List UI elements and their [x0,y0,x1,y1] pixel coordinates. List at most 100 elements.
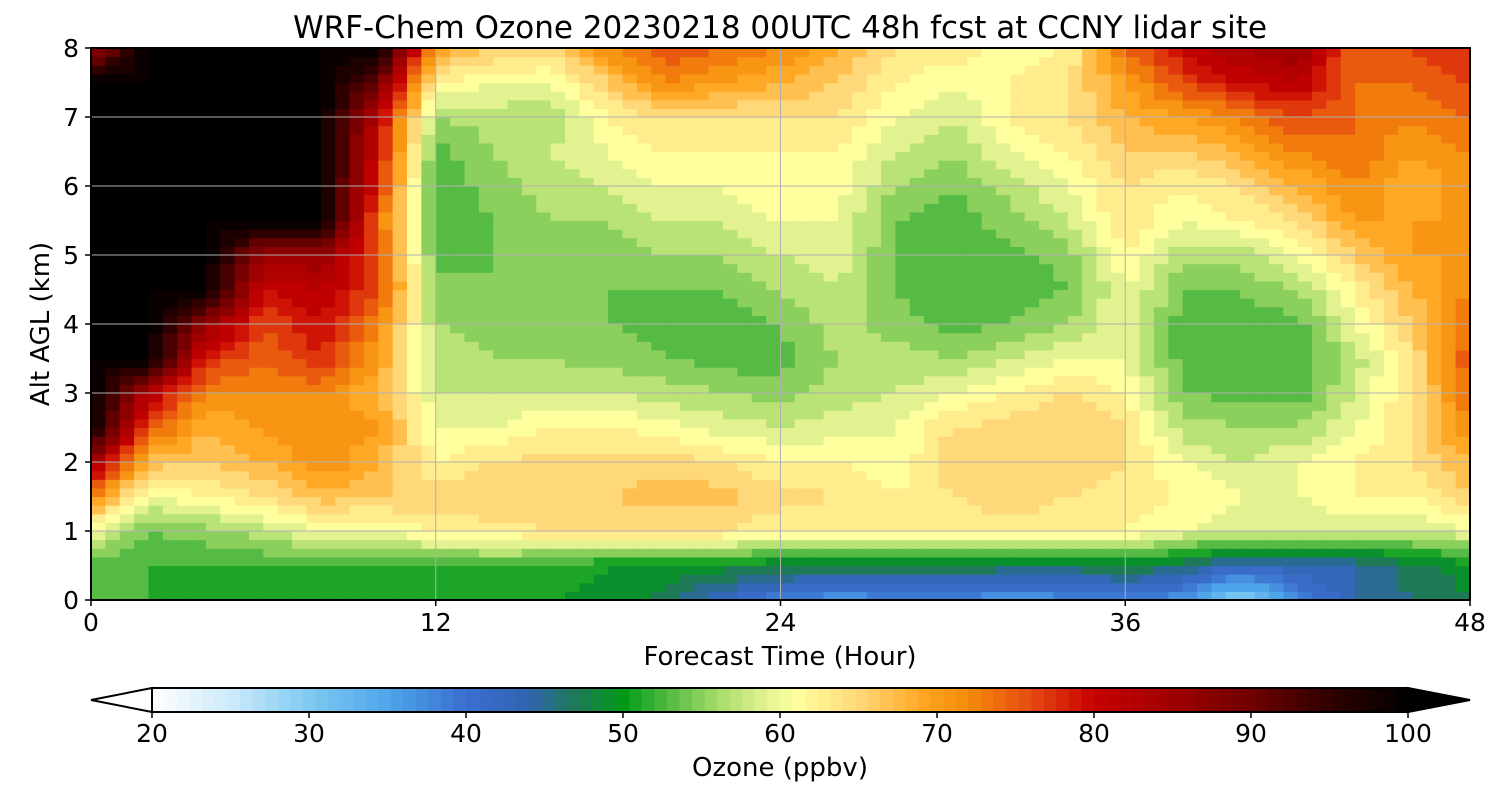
heatmap-cell [924,211,940,222]
heatmap-cell [967,436,983,446]
heatmap-cell [177,548,193,558]
heatmap-cell [1082,48,1098,58]
heatmap-cell [622,358,638,368]
heatmap-cell [751,522,767,532]
heatmap-cell [751,453,767,463]
heatmap-cell [1110,315,1126,325]
heatmap-cell [392,306,408,316]
heatmap-cell [895,91,911,101]
heatmap-cell [363,591,379,601]
heatmap-cell [1182,367,1198,377]
heatmap-cell [866,487,882,498]
heatmap-cell [292,203,308,213]
heatmap-cell [191,142,207,153]
heatmap-cell [708,220,724,230]
heatmap-cell [708,125,724,135]
heatmap-cell [1197,539,1213,549]
heatmap-cell [995,367,1011,377]
heatmap-cell [435,151,451,161]
heatmap-cell [651,237,667,247]
heatmap-cell [737,548,753,558]
heatmap-cell [205,168,221,178]
heatmap-cell [335,220,351,230]
heatmap-cell [967,393,983,403]
heatmap-cell [363,401,379,411]
heatmap-cell [191,246,207,256]
heatmap-cell [1024,203,1040,213]
heatmap-cell [1024,531,1040,541]
heatmap-cell [708,82,724,92]
heatmap-cell [651,168,667,178]
heatmap-cell [234,125,250,135]
heatmap-cell [263,255,279,265]
heatmap-cell [1024,211,1040,222]
heatmap-cell [751,272,767,282]
heatmap-cell [521,358,537,368]
heatmap-cell [335,582,351,592]
heatmap-cell [349,444,365,454]
heatmap-cell [1067,401,1083,411]
heatmap-cell [249,548,264,558]
heatmap-cell [565,160,580,170]
heatmap-cell [622,194,638,204]
heatmap-cell [751,306,767,316]
heatmap-cell [478,177,494,187]
heatmap-cell [478,82,494,92]
heatmap-cell [737,522,753,532]
heatmap-cell [392,65,408,75]
heatmap-cell [162,324,178,334]
heatmap-cell [636,324,652,334]
heatmap-cell [249,177,264,187]
heatmap-cell [608,168,624,178]
heatmap-cell [981,522,997,532]
heatmap-cell [694,358,710,368]
heatmap-cell [938,341,954,351]
heatmap-cell [1125,134,1141,144]
heatmap-cell [478,591,494,601]
heatmap-cell [148,531,164,541]
heatmap-cell [809,203,825,213]
heatmap-cell [866,65,882,75]
heatmap-cell [306,255,322,265]
heatmap-cell [651,384,667,394]
heatmap-cell [177,177,193,187]
heatmap-cell [378,332,394,342]
heatmap-cell [694,315,710,325]
heatmap-cell [1125,108,1141,118]
heatmap-cell [622,410,638,420]
heatmap-cell [694,246,710,256]
heatmap-cell [1067,556,1083,567]
heatmap-cell [119,48,135,58]
heatmap-cell [378,582,394,592]
heatmap-cell [464,211,480,222]
heatmap-cell [320,479,336,489]
heatmap-cell [881,125,897,135]
heatmap-cell [1053,280,1069,291]
heatmap-cell [1153,220,1169,230]
heatmap-cell [622,56,638,66]
heatmap-cell [636,522,652,532]
heatmap-cell [679,375,695,385]
heatmap-cell [981,582,997,592]
heatmap-cell [91,65,106,75]
heatmap-cell [105,479,121,489]
heatmap-cell [809,427,825,437]
heatmap-cell [737,531,753,541]
heatmap-cell [981,263,997,273]
heatmap-cell [866,427,882,437]
heatmap-cell [622,401,638,411]
heatmap-cell [134,384,150,394]
heatmap-cell [421,565,437,575]
heatmap-cell [349,194,365,204]
heatmap-cell [493,531,509,541]
heatmap-cell [421,487,437,498]
heatmap-cell [924,574,940,584]
heatmap-cell [162,418,178,429]
heatmap-cell [205,65,221,75]
heatmap-cell [407,117,422,127]
heatmap-cell [119,418,135,429]
heatmap-cell [981,470,997,480]
heatmap-cell [766,496,782,506]
heatmap-cell [320,220,336,230]
heatmap-cell [320,151,336,161]
